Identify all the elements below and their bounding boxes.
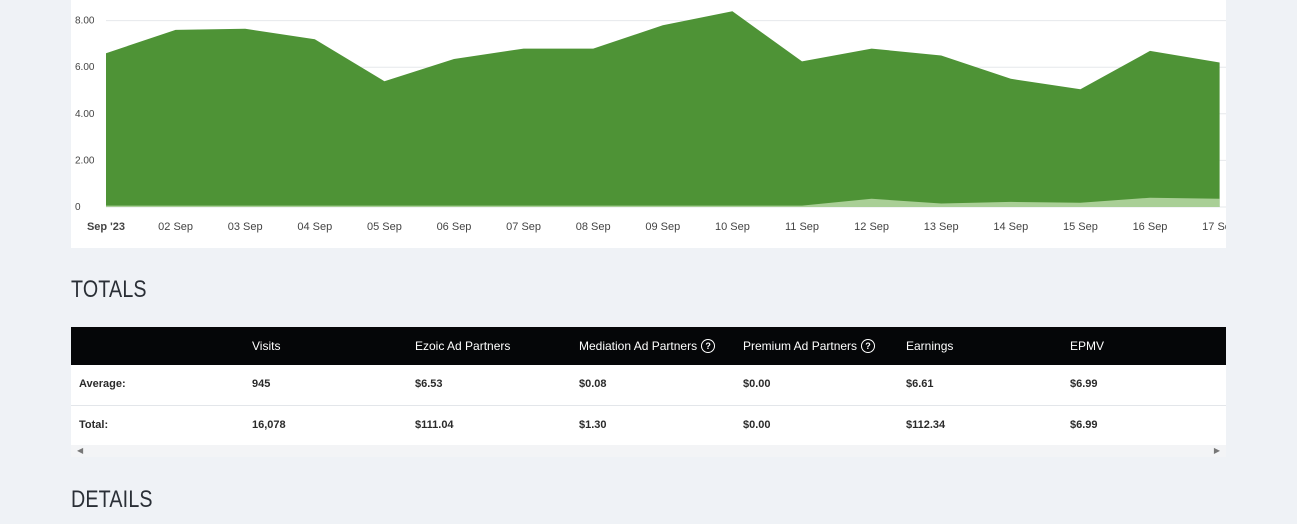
- x-tick-label: 09 Sep: [645, 221, 680, 233]
- x-tick-label: 06 Sep: [437, 221, 472, 233]
- scroll-right-arrow-icon[interactable]: ▶: [1213, 446, 1220, 455]
- y-tick-label: 0: [75, 202, 81, 213]
- cell-earnings: $112.34: [906, 419, 946, 431]
- header-earnings[interactable]: Earnings: [906, 339, 954, 353]
- y-tick-label: 4.00: [75, 109, 95, 120]
- area-series-2: [106, 197, 1220, 207]
- x-tick-label: 11 Sep: [785, 221, 819, 233]
- earnings-chart: 0 2.00 4.00 6.00 8.00 Sep '23 02 Sep 03 Sep 04 S…: [71, 0, 1226, 248]
- header-visits[interactable]: Visits: [252, 339, 281, 353]
- x-tick-label: 02 Sep: [158, 221, 193, 233]
- question-circle-icon[interactable]: ?: [701, 339, 716, 353]
- row-label: Average:: [79, 378, 126, 390]
- x-tick-label: 04 Sep: [297, 221, 332, 233]
- row-label: Total:: [79, 419, 109, 431]
- header-mediation-ad-partners[interactable]: Mediation Ad Partners?: [579, 339, 716, 353]
- x-tick-label: 17 Sep: [1202, 221, 1226, 233]
- totals-heading: TOTALS: [71, 276, 147, 303]
- cell-premium: $0.00: [743, 378, 771, 390]
- cell-visits: 945: [252, 378, 271, 390]
- x-tick-label: 03 Sep: [228, 221, 263, 233]
- x-tick-label: 10 Sep: [715, 221, 750, 233]
- y-tick-label: 6.00: [75, 62, 95, 73]
- x-tick-label: 07 Sep: [506, 221, 541, 233]
- y-tick-label: 2.00: [75, 155, 95, 166]
- header-ezoic-ad-partners[interactable]: Ezoic Ad Partners: [415, 339, 511, 353]
- area-chart-svg: 0 2.00 4.00 6.00 8.00 Sep '23 02 Sep 03 Sep 04 S…: [75, 11, 1226, 233]
- x-tick-label: 05 Sep: [367, 221, 402, 233]
- x-tick-label: 08 Sep: [576, 221, 611, 233]
- x-tick-label: 13 Sep: [924, 221, 959, 233]
- cell-mediation: $0.08: [579, 378, 607, 390]
- cell-ezoic: $6.53: [415, 378, 443, 390]
- x-tick-label: 14 Sep: [993, 221, 1028, 233]
- cell-earnings: $6.61: [906, 378, 934, 390]
- horizontal-scrollbar[interactable]: ◀ ▶: [71, 445, 1226, 457]
- cell-epmv: $6.99: [1070, 378, 1098, 390]
- scroll-left-arrow-icon[interactable]: ◀: [77, 446, 84, 455]
- y-tick-label: 8.00: [75, 16, 95, 27]
- details-heading: DETAILS: [71, 486, 153, 513]
- totals-table: Visits Ezoic Ad Partners Mediation Ad Pa…: [71, 327, 1226, 457]
- question-circle-icon[interactable]: ?: [861, 339, 876, 353]
- header-epmv[interactable]: EPMV: [1070, 339, 1105, 353]
- x-tick-label: Sep '23: [87, 221, 125, 233]
- cell-mediation: $1.30: [579, 419, 607, 431]
- table-row-average: Average: 945 $6.53 $0.08 $0.00 $6.61 $6.…: [71, 365, 1226, 405]
- table-header-row: Visits Ezoic Ad Partners Mediation Ad Pa…: [71, 327, 1226, 365]
- table-row-total: Total: 16,078 $111.04 $1.30 $0.00 $112.3…: [71, 405, 1226, 446]
- cell-ezoic: $111.04: [415, 419, 454, 431]
- cell-epmv: $6.99: [1070, 419, 1098, 431]
- cell-visits: 16,078: [252, 419, 286, 431]
- x-tick-label: 16 Sep: [1133, 221, 1168, 233]
- area-series-1: [106, 11, 1220, 207]
- header-premium-ad-partners[interactable]: Premium Ad Partners?: [743, 339, 876, 353]
- x-tick-label: 15 Sep: [1063, 221, 1098, 233]
- cell-premium: $0.00: [743, 419, 771, 431]
- x-tick-label: 12 Sep: [854, 221, 889, 233]
